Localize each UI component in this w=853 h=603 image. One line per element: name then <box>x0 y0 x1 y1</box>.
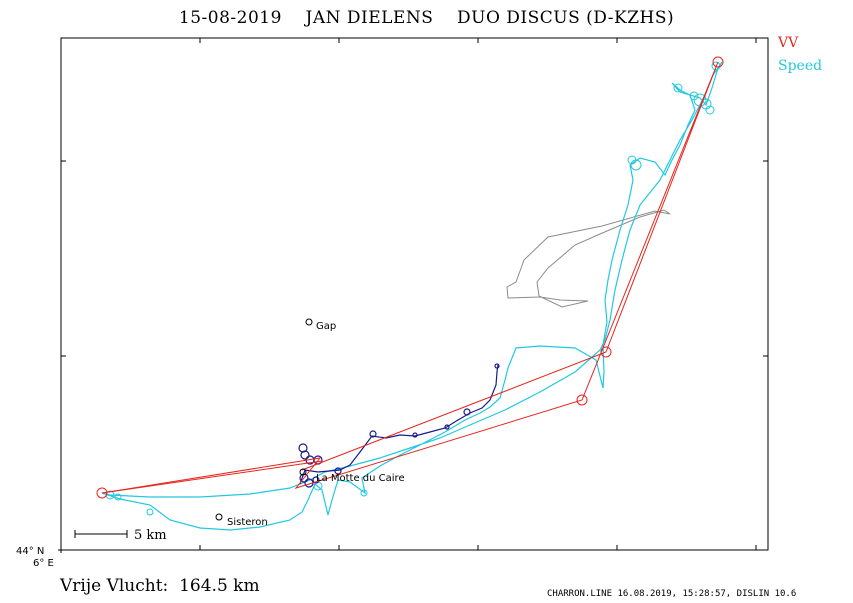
turnpoint-1 <box>576 394 588 406</box>
place-sisteron: Sisteron <box>215 513 268 528</box>
task-legs <box>101 61 719 494</box>
scale-label: 5 km <box>134 528 167 543</box>
place-label-la-motte: La Motte du Caire <box>316 473 405 484</box>
flight-track <box>101 61 723 531</box>
latitude-label: 44° N <box>16 546 44 557</box>
distance-label: Vrije Vlucht: <box>60 576 169 596</box>
airspace-outline <box>506 209 671 308</box>
free-flight-distance: Vrije Vlucht: 164.5 km <box>60 576 260 596</box>
turnpoint-start <box>96 487 108 499</box>
thermal-path <box>299 364 499 485</box>
place-marker <box>215 513 223 521</box>
longitude-label: 6° E <box>33 558 54 569</box>
place-label-gap: Gap <box>316 321 336 332</box>
place-label-sisteron: Sisteron <box>227 517 268 528</box>
scale-bar: 5 km <box>74 528 167 543</box>
axis-ticks <box>58 38 768 553</box>
legend-speed: Speed <box>778 58 823 74</box>
place-gap: Gap <box>305 318 336 332</box>
footer-info: CHARRON.LINE 16.08.2019, 15:28:57, DISLI… <box>547 589 797 599</box>
distance-value: 164.5 km <box>179 576 260 596</box>
turnpoint-3 <box>600 346 612 358</box>
map-frame <box>60 37 769 551</box>
pilot-name: JAN DIELENS <box>305 8 434 28</box>
turnpoints <box>96 56 724 499</box>
place-la-motte: La Motte du Caire <box>299 468 405 484</box>
map-title: 15-08-2019 JAN DIELENS DUO DISCUS (D-KZH… <box>0 8 853 28</box>
place-marker <box>299 468 307 476</box>
aircraft-name: DUO DISCUS (D-KZHS) <box>457 8 675 28</box>
flight-date: 15-08-2019 <box>178 8 282 28</box>
place-marker <box>305 318 313 326</box>
legend-vv: VV <box>778 35 799 51</box>
task-leg-start <box>101 460 323 494</box>
turnpoint-2 <box>712 56 724 68</box>
